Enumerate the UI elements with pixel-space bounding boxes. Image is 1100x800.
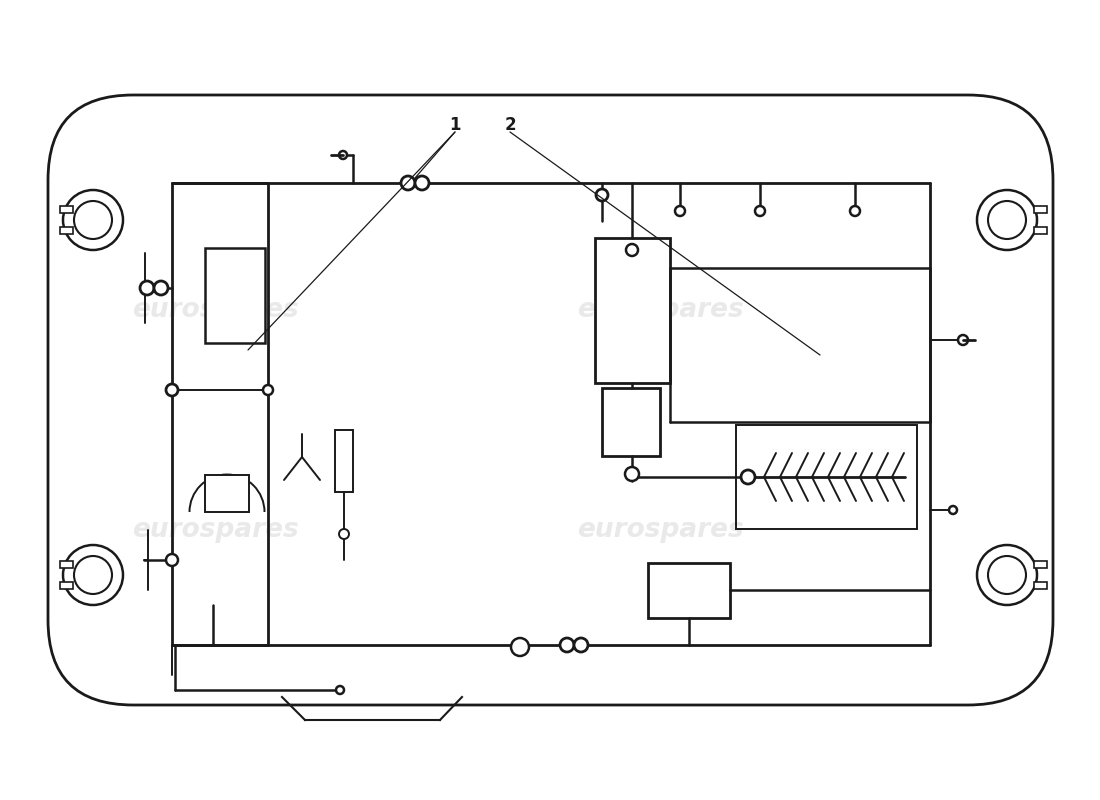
Circle shape bbox=[626, 244, 638, 256]
Circle shape bbox=[74, 556, 112, 594]
Circle shape bbox=[675, 206, 685, 216]
Circle shape bbox=[140, 281, 154, 295]
Bar bbox=[602, 388, 660, 456]
Circle shape bbox=[596, 189, 608, 201]
Bar bbox=[60, 582, 73, 589]
Circle shape bbox=[574, 638, 589, 652]
Circle shape bbox=[560, 638, 574, 652]
Bar bbox=[60, 206, 73, 213]
Circle shape bbox=[263, 385, 273, 395]
Circle shape bbox=[977, 190, 1037, 250]
Bar bbox=[648, 563, 730, 618]
Bar bbox=[736, 425, 917, 529]
Text: eurospares: eurospares bbox=[132, 517, 298, 543]
Bar bbox=[1034, 561, 1047, 568]
Text: 2: 2 bbox=[504, 116, 516, 134]
Bar bbox=[1034, 582, 1047, 589]
Circle shape bbox=[63, 190, 123, 250]
Circle shape bbox=[339, 151, 346, 159]
FancyBboxPatch shape bbox=[48, 95, 1053, 705]
Text: eurospares: eurospares bbox=[576, 297, 744, 323]
Bar bbox=[595, 238, 670, 383]
Circle shape bbox=[512, 638, 529, 656]
Circle shape bbox=[154, 281, 168, 295]
Circle shape bbox=[402, 176, 415, 190]
Circle shape bbox=[166, 384, 178, 396]
Bar bbox=[60, 561, 73, 568]
Bar bbox=[1034, 227, 1047, 234]
Circle shape bbox=[850, 206, 860, 216]
Text: eurospares: eurospares bbox=[132, 297, 298, 323]
Circle shape bbox=[63, 545, 123, 605]
Bar bbox=[60, 227, 73, 234]
Circle shape bbox=[339, 529, 349, 539]
Circle shape bbox=[625, 467, 639, 481]
Circle shape bbox=[958, 335, 968, 345]
Circle shape bbox=[755, 206, 764, 216]
Bar bbox=[205, 475, 249, 512]
Circle shape bbox=[166, 554, 178, 566]
Circle shape bbox=[415, 176, 429, 190]
Circle shape bbox=[988, 556, 1026, 594]
Circle shape bbox=[336, 686, 344, 694]
Bar bbox=[336, 430, 353, 492]
Circle shape bbox=[977, 545, 1037, 605]
Bar bbox=[205, 248, 265, 343]
Circle shape bbox=[988, 201, 1026, 239]
Circle shape bbox=[741, 470, 755, 484]
Circle shape bbox=[74, 201, 112, 239]
Text: 1: 1 bbox=[449, 116, 461, 134]
Bar bbox=[1034, 206, 1047, 213]
Text: eurospares: eurospares bbox=[576, 517, 744, 543]
Circle shape bbox=[949, 506, 957, 514]
